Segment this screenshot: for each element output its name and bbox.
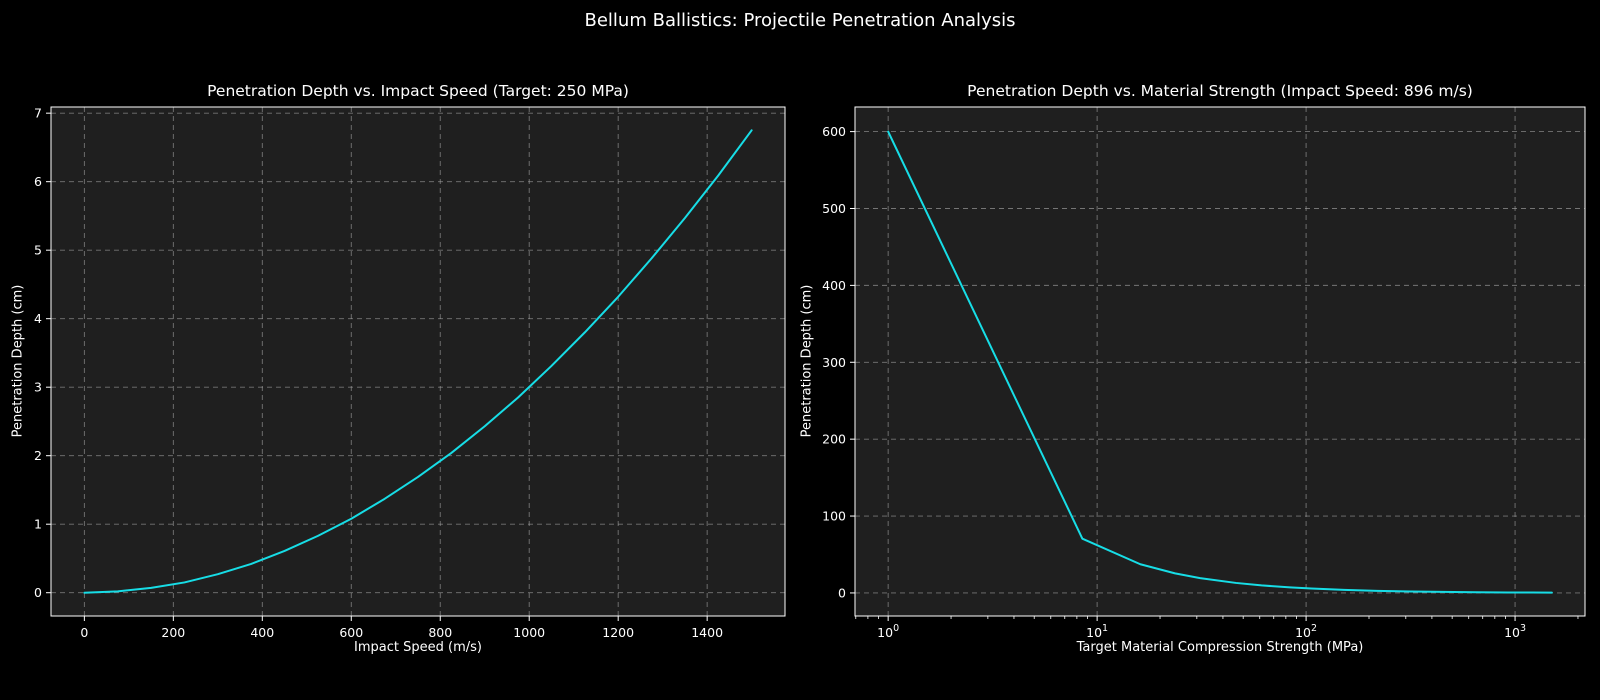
left-x-axis-label: Impact Speed (m/s) <box>354 640 482 655</box>
left-chart-title: Penetration Depth vs. Impact Speed (Targ… <box>207 82 629 100</box>
axes-spines <box>854 106 1586 617</box>
y-tick-label: 5 <box>34 243 42 258</box>
x-tick-label: 103 <box>1504 623 1526 640</box>
x-tick-label: 100 <box>877 623 899 640</box>
x-tick-label: 400 <box>250 625 274 640</box>
y-tick-label: 0 <box>838 585 846 600</box>
axes-background <box>51 107 785 616</box>
y-tick-label: 500 <box>822 201 846 216</box>
chart-1: 100 101 102 103 0 100 200 300 400 500 600 <box>822 106 1586 640</box>
right-chart-title: Penetration Depth vs. Material Strength … <box>967 82 1473 100</box>
y-tick-label: 400 <box>822 278 846 293</box>
x-tick-label: 1400 <box>691 625 723 640</box>
y-tick-label: 1 <box>34 517 42 532</box>
y-tick-label: 2 <box>34 448 42 463</box>
y-tick-label: 7 <box>34 106 42 121</box>
x-tick-label: 102 <box>1295 623 1317 640</box>
x-tick-label: 200 <box>161 625 185 640</box>
y-tick-label: 100 <box>822 509 846 524</box>
x-tick-label: 0 <box>80 625 88 640</box>
x-tick-label: 101 <box>1086 623 1108 640</box>
series-line-penetration-depth-vs-strength <box>887 130 1553 594</box>
y-tick-label: 300 <box>822 355 846 370</box>
x-tick-label: 1000 <box>513 625 545 640</box>
x-tick-label: 600 <box>339 625 363 640</box>
y-tick-label: 3 <box>34 380 42 395</box>
y-tick-label: 0 <box>34 585 42 600</box>
series-line-penetration-depth-vs-speed <box>83 129 753 594</box>
x-tick-label: 800 <box>428 625 452 640</box>
y-tick-label: 6 <box>34 174 42 189</box>
axes-background <box>855 107 1585 616</box>
axes-spines <box>50 106 786 617</box>
y-tick-label: 600 <box>822 124 846 139</box>
y-tick-label: 200 <box>822 432 846 447</box>
y-tick-label: 4 <box>34 311 42 326</box>
figure-suptitle: Bellum Ballistics: Projectile Penetratio… <box>584 10 1016 31</box>
x-tick-label: 1200 <box>602 625 634 640</box>
right-x-axis-label: Target Material Compression Strength (MP… <box>1076 640 1364 655</box>
chart-0: 0 200 400 600 800 1000 1200 1400 0 1 2 3 4 5 6 7 <box>34 106 786 640</box>
